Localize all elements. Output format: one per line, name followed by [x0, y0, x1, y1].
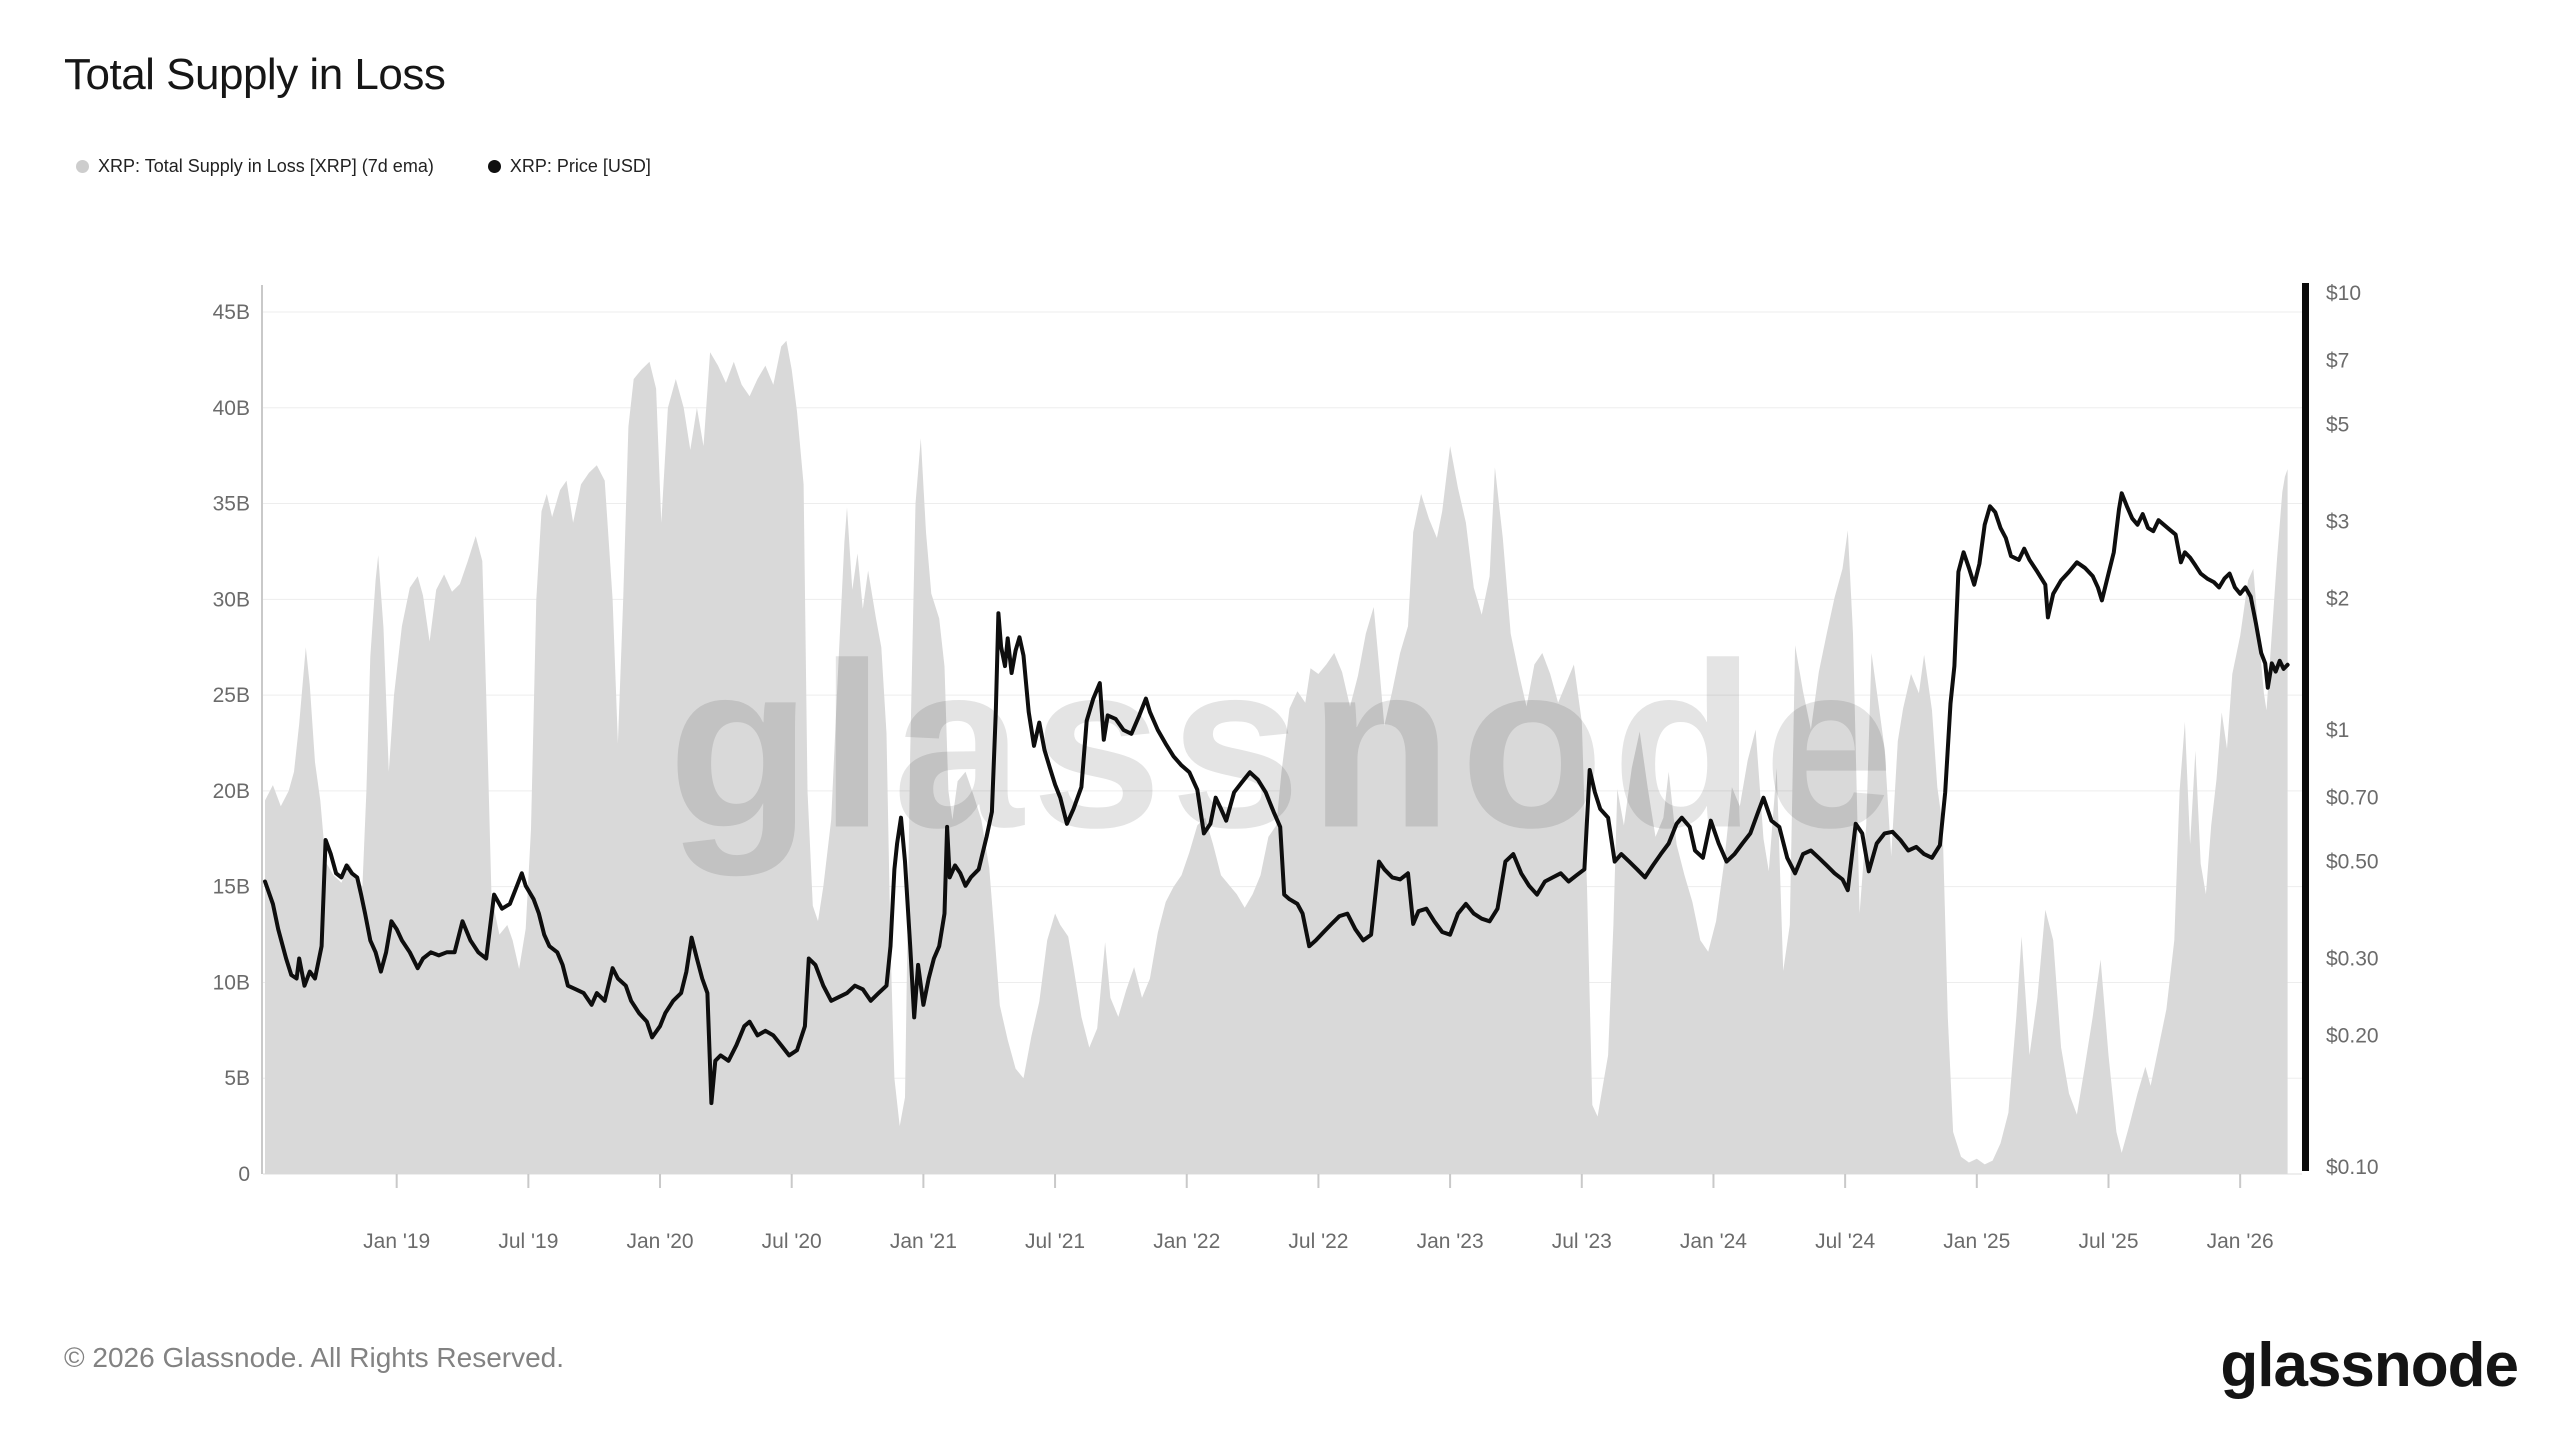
y-right-tick-label: $0.50: [2326, 851, 2379, 874]
chart-legend: XRP: Total Supply in Loss [XRP] (7d ema)…: [76, 156, 651, 177]
y-right-tick-label: $0.10: [2326, 1156, 2379, 1179]
x-tick-label: Jul '23: [1552, 1230, 1612, 1253]
y-left-tick-label: 20B: [213, 780, 250, 803]
legend-label: XRP: Total Supply in Loss [XRP] (7d ema): [98, 156, 434, 176]
y-right-tick-label: $0.30: [2326, 947, 2379, 970]
price-series-swatch-icon: [487, 160, 501, 173]
supply-series-swatch-icon: [76, 160, 89, 173]
y-left-tick-label: 15B: [213, 876, 250, 899]
x-tick-label: Jul '19: [498, 1230, 558, 1253]
y-left-tick-label: 25B: [213, 684, 250, 707]
y-left-tick-label: 35B: [213, 493, 250, 516]
x-tick-label: Jan '22: [1153, 1230, 1220, 1253]
left-axis-line: [261, 285, 263, 1174]
y-left-tick-label: 40B: [213, 397, 250, 420]
y-right-tick-label: $0.70: [2326, 787, 2379, 810]
y-right-tick-label: $3: [2326, 510, 2349, 533]
y-right-tick-label: $5: [2326, 414, 2349, 437]
legend-label: XRP: Price [USD]: [509, 156, 651, 176]
y-left-tick-label: 30B: [213, 588, 250, 611]
x-tick-label: Jul '20: [762, 1230, 822, 1253]
plot-area[interactable]: [265, 285, 2306, 1175]
page-title: Total Supply in Loss: [64, 50, 446, 99]
y-right-tick-label: $0.20: [2326, 1024, 2379, 1047]
glassnode-watermark: glassnode: [668, 614, 1902, 877]
x-tick-label: Jul '21: [1025, 1230, 1085, 1253]
x-tick-label: Jan '25: [1943, 1230, 2010, 1253]
y-left-tick-label: 0: [238, 1163, 250, 1186]
y-right-tick-label: $2: [2326, 587, 2349, 610]
axes: 0 5B 10B 15B 20B 25B 30B 35B 40B 45B $10 $7 $5 $3 $2 $1…: [213, 282, 2379, 1253]
x-tick-label: Jan '26: [2207, 1230, 2274, 1253]
copyright-text: © 2026 Glassnode. All Rights Reserved.: [64, 1342, 565, 1373]
y-left-tick-label: 45B: [213, 301, 250, 324]
x-tick-label: Jan '20: [627, 1230, 694, 1253]
y-right-tick-label: $7: [2326, 350, 2349, 373]
y-right-tick-label: $1: [2326, 719, 2349, 742]
y-right-tick-label: $10: [2326, 282, 2361, 305]
price-line-series[interactable]: [263, 491, 2290, 1106]
x-tick-label: Jul '24: [1815, 1230, 1875, 1253]
x-tick-label: Jul '22: [1288, 1230, 1348, 1253]
x-tick-label: Jan '23: [1417, 1230, 1484, 1253]
y-left-tick-label: 10B: [213, 971, 250, 994]
right-axis-bar: [2302, 283, 2309, 1171]
legend-item-price[interactable]: XRP: Price [USD]: [487, 156, 651, 177]
y-left-tick-label: 5B: [224, 1067, 250, 1090]
x-tick-label: Jul '25: [2078, 1230, 2138, 1253]
supply-in-loss-area-series[interactable]: [265, 340, 2288, 1174]
x-tick-label: Jan '24: [1680, 1230, 1747, 1253]
x-tick-label: Jan '21: [890, 1230, 957, 1253]
legend-item-supply-in-loss[interactable]: XRP: Total Supply in Loss [XRP] (7d ema): [76, 156, 434, 177]
x-tick-label: Jan '19: [363, 1230, 430, 1253]
glassnode-logo: glassnode: [2220, 1331, 2519, 1400]
